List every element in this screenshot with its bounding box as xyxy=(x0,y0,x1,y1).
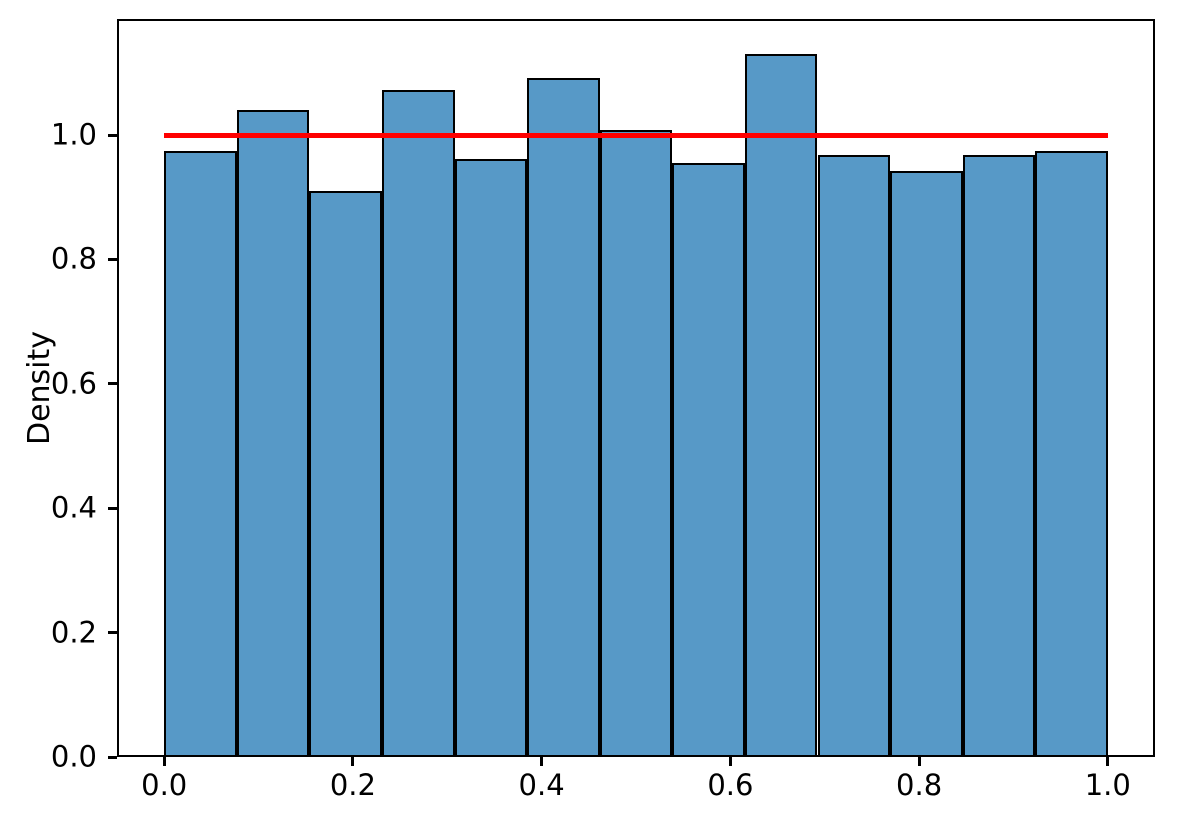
histogram-bar xyxy=(382,89,455,757)
histogram-bar xyxy=(527,77,600,757)
x-tick xyxy=(1106,757,1110,766)
x-tick-label: 0.0 xyxy=(141,768,188,802)
y-tick-label: 0.2 xyxy=(50,615,97,650)
x-tick-label: 0.4 xyxy=(518,768,565,802)
histogram-bar xyxy=(890,170,963,757)
x-tick xyxy=(351,757,355,766)
y-tick xyxy=(108,506,117,510)
x-tick-label: 1.0 xyxy=(1084,768,1131,802)
histogram-bar xyxy=(236,110,310,757)
x-tick xyxy=(540,757,544,766)
histogram-bar xyxy=(164,150,237,757)
y-tick-label: 0.8 xyxy=(50,241,97,276)
uniform-density-reference-line xyxy=(164,132,1108,138)
y-tick xyxy=(108,257,117,261)
y-tick xyxy=(108,631,117,635)
y-tick-label: 0.4 xyxy=(50,490,97,525)
y-tick xyxy=(108,755,117,759)
histogram-bar xyxy=(454,158,528,757)
histogram-bar xyxy=(744,53,818,757)
histogram-bar xyxy=(1035,150,1108,757)
x-tick-label: 0.8 xyxy=(896,768,943,802)
x-tick-label: 0.6 xyxy=(707,768,754,802)
histogram-bar xyxy=(817,154,891,757)
histogram-bar xyxy=(672,162,745,757)
histogram-bar xyxy=(962,154,1036,757)
x-tick xyxy=(162,757,166,766)
y-tick xyxy=(108,382,117,386)
y-tick-label: 0.6 xyxy=(50,366,97,401)
x-tick-label: 0.2 xyxy=(329,768,376,802)
x-tick xyxy=(728,757,732,766)
y-tick xyxy=(108,133,117,137)
y-tick-label: 1.0 xyxy=(50,117,97,152)
x-tick xyxy=(917,757,921,766)
histogram-bar xyxy=(599,130,673,757)
histogram-bar xyxy=(309,191,382,757)
y-tick-label: 0.0 xyxy=(50,739,97,774)
